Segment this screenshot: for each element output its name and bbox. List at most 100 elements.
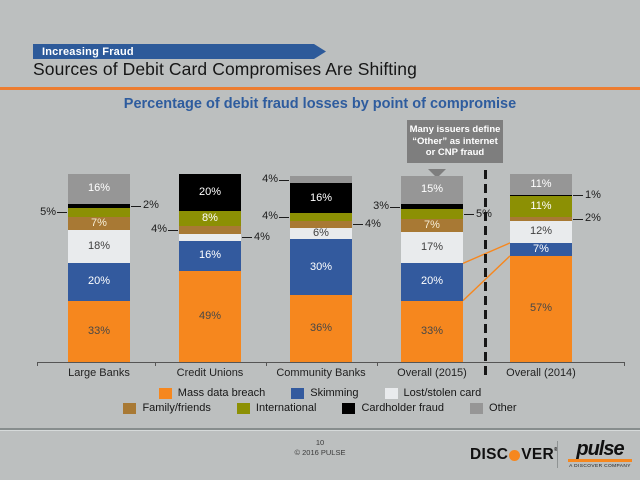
axis-tick <box>37 362 38 366</box>
bar-segment: 36% <box>290 295 352 362</box>
legend-row: Family/friends International Cardholder fr… <box>110 402 529 414</box>
legend-swatch <box>342 402 356 414</box>
bar-segment <box>290 213 352 221</box>
bar-segment: 17% <box>401 231 463 264</box>
segment-value-label: 20% <box>198 186 222 199</box>
segment-value-label: 16% <box>198 249 222 262</box>
outside-value-label: 5% <box>40 205 56 218</box>
segment-value-label: 6% <box>313 227 329 240</box>
bar-segment: 57% <box>510 255 572 362</box>
category-label: Overall (2015) <box>397 367 467 379</box>
bar-segment: 20% <box>68 263 130 301</box>
leader-line <box>464 214 474 216</box>
bar-segment: 7% <box>510 242 572 256</box>
segment-value-label: 16% <box>309 191 333 204</box>
slide-title: Sources of Debit Card Compromises Are Sh… <box>33 59 417 79</box>
footer-text: 10 © 2016 PULSE <box>0 438 640 458</box>
kicker-label: Increasing Fraud <box>42 45 134 58</box>
segment-value-label: 7% <box>533 242 549 255</box>
leader-line <box>279 179 289 181</box>
legend-swatch <box>470 402 484 414</box>
segment-value-label: 57% <box>529 302 553 315</box>
bar-credit-unions: 49% 16% 8% 20% <box>179 174 241 362</box>
legend-swatch <box>158 387 172 399</box>
bar-segment: 16% <box>179 241 241 271</box>
kicker-banner: Increasing Fraud <box>33 44 326 59</box>
segment-value-label: 33% <box>420 324 444 337</box>
bar-segment <box>68 207 130 217</box>
bar-segment: 7% <box>68 216 130 230</box>
bar-segment: 20% <box>401 263 463 301</box>
x-axis-line <box>37 362 625 363</box>
leader-line <box>131 205 141 207</box>
bar-segment: 8% <box>179 211 241 227</box>
outside-value-label: 4% <box>262 173 278 186</box>
bar-segment <box>401 203 463 210</box>
leader-line <box>573 218 583 220</box>
leader-line <box>353 224 363 226</box>
chart-subtitle: Percentage of debit fraud losses by poin… <box>123 96 517 112</box>
pulse-underline <box>568 459 632 462</box>
bar-segment <box>68 203 130 208</box>
axis-tick <box>265 362 267 366</box>
legend-item-international: International <box>236 402 316 414</box>
bar-segment <box>510 216 572 221</box>
pulse-wordmark: pulse <box>576 438 624 460</box>
segment-value-label: 12% <box>529 225 553 238</box>
segment-value-label: 8% <box>202 212 218 225</box>
discover-text-post: VER <box>521 446 555 463</box>
legend-label: Cardholder fraud <box>361 402 445 414</box>
legend-row: Mass data breach Skimming Lost/stolen card <box>146 387 494 399</box>
bar-community-banks: 36% 30% 6% 16% <box>290 175 352 362</box>
leader-line <box>279 216 289 218</box>
outside-value-label: 4% <box>151 223 167 236</box>
discover-logo: DISC VER ® <box>470 446 558 464</box>
outside-value-label: 4% <box>254 230 270 243</box>
legend-swatch <box>384 387 398 399</box>
legend-item-mass-data-breach: Mass data breach <box>158 387 266 399</box>
bar-segment: 16% <box>290 183 352 214</box>
pulse-logo: pulse A DISCOVER COMPANY <box>567 438 633 469</box>
segment-value-label: 11% <box>530 177 552 190</box>
category-label: Credit Unions <box>176 367 244 379</box>
segment-value-label: 15% <box>420 183 444 196</box>
category-label: Large Banks <box>68 367 130 379</box>
outside-value-label: 1% <box>585 188 601 201</box>
bar-segment: 18% <box>68 229 130 264</box>
outside-value-label: 4% <box>262 210 278 223</box>
outside-value-label: 5% <box>476 207 492 220</box>
bar-segment: 12% <box>510 220 572 243</box>
dashed-divider-line <box>484 170 487 375</box>
legend-label: Family/friends <box>142 402 211 414</box>
pulse-tagline: A DISCOVER COMPANY <box>569 464 631 469</box>
bar-segment <box>179 226 241 234</box>
logo-separator <box>557 441 558 468</box>
category-label: Community Banks <box>276 367 366 379</box>
legend-label: Mass data breach <box>177 387 266 399</box>
outside-value-label: 2% <box>585 212 601 225</box>
leader-line <box>168 229 178 231</box>
bar-segment: 11% <box>510 196 572 217</box>
leader-line <box>57 212 67 214</box>
bar-segment: 33% <box>68 300 130 362</box>
legend-label: Skimming <box>310 387 359 399</box>
bar-overall-2014-: 57% 7% 12% 11% 11% <box>510 174 572 362</box>
legend-swatch <box>236 402 250 414</box>
bar-segment: 6% <box>290 227 352 240</box>
bar-segment <box>510 194 572 197</box>
axis-tick <box>154 362 156 366</box>
bar-segment <box>290 175 352 184</box>
leader-line <box>390 206 400 208</box>
legend-item-lost-stolen-card: Lost/stolen card <box>384 387 481 399</box>
outside-value-label: 2% <box>143 199 159 212</box>
bar-segment: 20% <box>179 174 241 212</box>
segment-value-label: 17% <box>420 241 444 254</box>
segment-value-label: 33% <box>87 324 111 337</box>
segment-value-label: 7% <box>424 218 440 231</box>
segment-value-label: 18% <box>87 240 111 253</box>
chart-legend: Mass data breach Skimming Lost/stolen card… <box>0 387 640 414</box>
bar-segment: 7% <box>401 218 463 232</box>
copyright: © 2016 PULSE <box>294 448 346 457</box>
bar-segment: 16% <box>68 174 130 204</box>
